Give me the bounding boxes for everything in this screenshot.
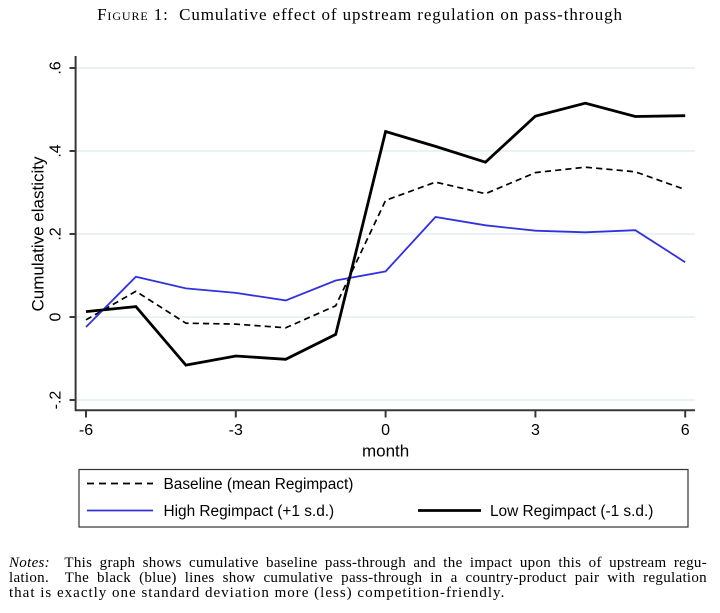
svg-text:-.2: -.2 bbox=[48, 391, 65, 410]
svg-text:-3: -3 bbox=[229, 422, 243, 439]
svg-text:0: 0 bbox=[381, 422, 390, 439]
svg-text:-6: -6 bbox=[79, 422, 93, 439]
svg-text:0: 0 bbox=[48, 312, 65, 321]
svg-text:3: 3 bbox=[531, 422, 540, 439]
svg-text:Low Regimpact (-1 s.d.): Low Regimpact (-1 s.d.) bbox=[490, 503, 653, 520]
svg-text:month: month bbox=[362, 442, 409, 461]
svg-text:High Regimpact (+1 s.d.): High Regimpact (+1 s.d.) bbox=[164, 503, 335, 520]
svg-text:.2: .2 bbox=[48, 227, 65, 240]
svg-text:Cumulative elasticity: Cumulative elasticity bbox=[29, 156, 48, 311]
svg-text:6: 6 bbox=[681, 422, 690, 439]
svg-text:.4: .4 bbox=[48, 144, 65, 157]
svg-text:Baseline (mean Regimpact): Baseline (mean Regimpact) bbox=[164, 476, 354, 493]
svg-text:.6: .6 bbox=[48, 61, 65, 74]
